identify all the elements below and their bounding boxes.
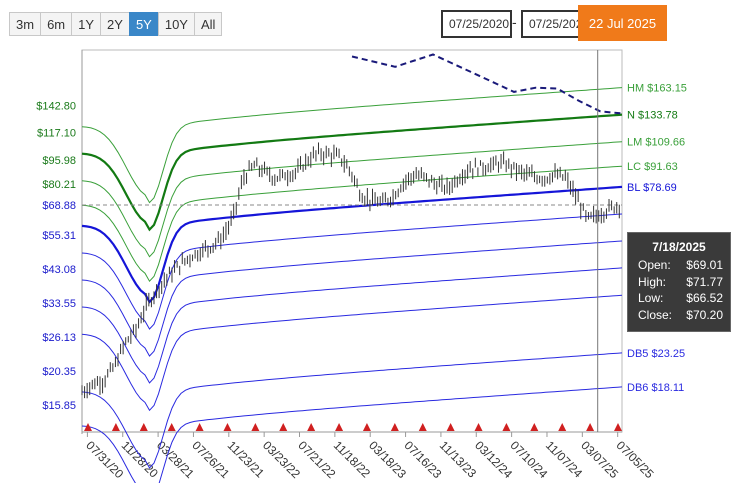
signal-marker — [502, 423, 511, 431]
x-tick-label: 07/31/20 — [83, 438, 126, 481]
tooltip-low-value: $66.52 — [686, 291, 723, 305]
x-tick-label: 03/07/25 — [578, 438, 621, 481]
band-line-db2 — [81, 240, 623, 357]
current-date-badge: 22 Jul 2025 — [578, 5, 667, 41]
band-label-bl: BL $78.69 — [627, 182, 677, 194]
range-selector: 3m 6m 1Y 2Y 5Y 10Y All — [9, 12, 223, 36]
band-line-db5 — [81, 352, 623, 469]
signal-marker — [362, 423, 371, 431]
tooltip-close-label: Close: — [638, 307, 673, 322]
x-tick-label: 07/05/25 — [614, 438, 657, 481]
price-axis-label: $117.10 — [37, 128, 76, 140]
band-label-lm: LM $109.66 — [627, 137, 685, 149]
band-line-db3 — [81, 267, 623, 384]
price-axis-label: $20.35 — [42, 366, 76, 378]
signal-marker — [111, 423, 120, 431]
signal-marker — [558, 423, 567, 431]
signal-marker — [390, 423, 399, 431]
band-label-n: N $133.78 — [627, 110, 678, 122]
x-tick-label: 07/16/23 — [401, 438, 444, 481]
range-button-6m[interactable]: 6m — [40, 12, 73, 36]
x-tick-label: 03/23/22 — [260, 438, 303, 481]
signal-marker — [307, 423, 316, 431]
tooltip-low-label: Low: — [638, 291, 664, 305]
signal-marker — [167, 423, 176, 431]
x-tick-label: 07/26/21 — [189, 438, 232, 481]
range-button-5y[interactable]: 5Y — [128, 12, 159, 36]
price-axis-label: $26.13 — [42, 332, 76, 344]
date-separator: - — [512, 14, 517, 30]
signal-marker — [418, 423, 427, 431]
x-tick-label: 11/28/20 — [119, 438, 162, 481]
date-from-input[interactable]: 07/25/2020 — [441, 10, 512, 38]
band-line-hm — [81, 87, 623, 204]
ohlc-tooltip: 7/18/2025 Open: $69.01 High: $71.77 Low: $6… — [627, 232, 731, 332]
signal-marker — [614, 423, 622, 431]
price-axis-label: $68.88 — [42, 200, 76, 212]
signal-marker — [195, 423, 204, 431]
signal-marker — [530, 423, 539, 431]
signal-marker — [139, 423, 148, 431]
x-tick-label: 07/10/24 — [508, 438, 551, 481]
tooltip-close-value: $70.20 — [686, 307, 723, 322]
band-line-n — [81, 113, 623, 232]
band-label-db6: DB6 $18.11 — [627, 382, 684, 394]
range-button-3m[interactable]: 3m — [9, 12, 42, 36]
x-tick-label: 11/07/24 — [543, 438, 586, 481]
projection-line — [351, 53, 623, 115]
price-axis-label: $15.85 — [42, 400, 76, 412]
signal-marker — [586, 423, 595, 431]
price-axis-label: $43.08 — [42, 264, 76, 276]
signal-marker — [279, 423, 288, 431]
x-tick-label: 03/12/24 — [472, 438, 515, 481]
price-axis-label: $55.31 — [42, 230, 76, 242]
band-line-lm — [81, 141, 623, 258]
price-axis-label: $95.98 — [42, 155, 76, 167]
date-to-input[interactable]: 07/25/2025 — [521, 10, 583, 38]
band-label-lc: LC $91.63 — [627, 161, 678, 173]
tooltip-open-label: Open: — [638, 258, 671, 272]
price-axis-label: $80.21 — [42, 179, 76, 191]
tooltip-date: 7/18/2025 — [652, 240, 706, 254]
tooltip-high-value: $71.77 — [686, 274, 723, 289]
band-label-db5: DB5 $23.25 — [627, 348, 685, 360]
price-axis-label: $142.80 — [36, 101, 76, 113]
signal-marker — [335, 423, 344, 431]
x-tick-label: 03/18/23 — [366, 438, 409, 481]
x-tick-label: 11/13/23 — [437, 438, 480, 481]
price-axis-label: $33.55 — [42, 298, 76, 310]
band-line-bl — [81, 185, 623, 304]
x-tick-label: 11/23/21 — [225, 438, 268, 481]
signal-marker — [223, 423, 232, 431]
band-line-db4 — [81, 294, 623, 412]
signal-marker — [84, 423, 92, 431]
band-line-db6 — [81, 386, 623, 483]
x-tick-label: 11/18/22 — [331, 438, 374, 481]
signal-marker — [474, 423, 483, 431]
range-button-all[interactable]: All — [193, 12, 223, 36]
tooltip-open-value: $69.01 — [686, 258, 723, 272]
signal-marker — [446, 423, 455, 431]
tooltip-high-label: High: — [638, 274, 667, 289]
signal-marker — [251, 423, 260, 431]
band-label-hm: HM $163.15 — [627, 83, 687, 95]
range-button-1y[interactable]: 1Y — [71, 12, 102, 36]
x-tick-label: 07/21/22 — [295, 438, 338, 481]
